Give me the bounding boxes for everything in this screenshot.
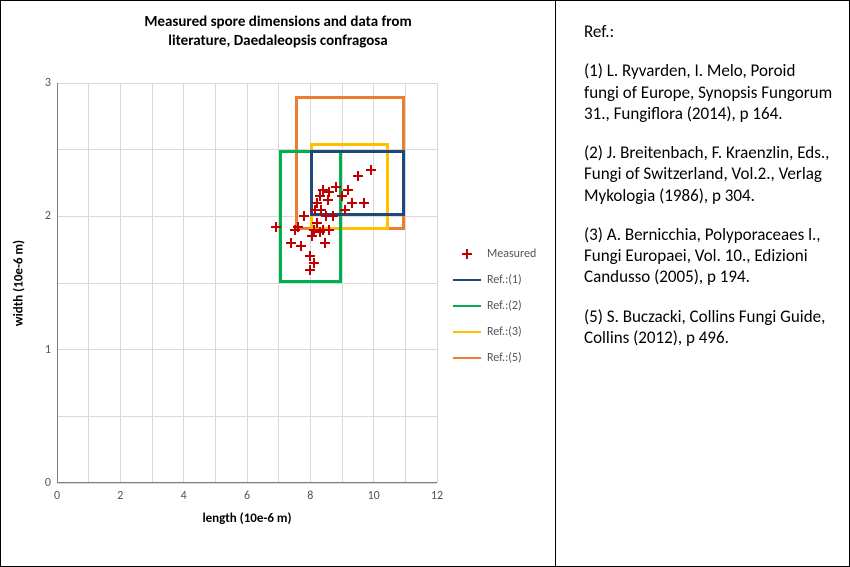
x-tick-label: 8 xyxy=(307,489,313,503)
measured-point xyxy=(286,238,296,248)
x-tick-label: 0 xyxy=(54,489,60,503)
legend-swatch xyxy=(453,331,481,333)
legend-label: Ref.:(5) xyxy=(487,351,522,365)
legend-swatch xyxy=(453,357,481,359)
y-tick-label: 3 xyxy=(35,76,51,90)
measured-point xyxy=(359,198,369,208)
legend-line-swatch xyxy=(453,279,481,281)
plot-region xyxy=(57,83,437,483)
legend-item: Ref.:(1) xyxy=(453,267,536,293)
chart-title-line2: literature, Daedaleopsis confragosa xyxy=(168,32,387,50)
legend-label: Ref.:(2) xyxy=(487,299,522,313)
reference-item: (3) A. Bernicchia, Polyporaceaes l., Fun… xyxy=(584,224,833,288)
y-axis-label: width (10e-6 m) xyxy=(12,240,27,326)
legend-line-swatch xyxy=(453,331,481,333)
y-tick-label: 2 xyxy=(35,209,51,223)
gridline-horizontal xyxy=(57,283,437,284)
measured-point xyxy=(320,238,330,248)
x-tick-label: 6 xyxy=(244,489,250,503)
y-axis-line xyxy=(57,83,58,483)
legend-item: Ref.:(2) xyxy=(453,293,536,319)
legend-label: Ref.:(1) xyxy=(487,273,522,287)
legend-swatch xyxy=(453,305,481,307)
measured-point xyxy=(271,222,281,232)
legend-item: Ref.:(3) xyxy=(453,319,536,345)
legend-line-swatch xyxy=(453,357,481,359)
x-tick-label: 12 xyxy=(431,489,443,503)
gridline-horizontal xyxy=(57,416,437,417)
gridline-horizontal xyxy=(57,83,437,84)
measured-point xyxy=(328,211,338,221)
x-tick-label: 10 xyxy=(368,489,380,503)
legend-swatch xyxy=(453,249,481,259)
gridline-horizontal xyxy=(57,349,437,350)
x-tick-label: 2 xyxy=(117,489,123,503)
measured-point xyxy=(343,185,353,195)
legend-swatch xyxy=(453,279,481,281)
legend-line-swatch xyxy=(453,305,481,307)
x-axis-label: length (10e-6 m) xyxy=(202,511,291,526)
reference-item: (2) J. Breitenbach, F. Kraenzlin, Eds., … xyxy=(584,142,833,206)
measured-point xyxy=(353,171,363,181)
legend-item: Ref.:(5) xyxy=(453,345,536,371)
measured-point xyxy=(293,222,303,232)
reference-item: (1) L. Ryvarden, I. Melo, Poroid fungi o… xyxy=(584,60,833,124)
measured-point xyxy=(366,165,376,175)
chart-title: Measured spore dimensions and data from … xyxy=(1,13,555,51)
x-tick-label: 4 xyxy=(181,489,187,503)
y-tick-label: 1 xyxy=(35,343,51,357)
reference-item: (5) S. Buczacki, Collins Fungi Guide, Co… xyxy=(584,306,833,349)
x-axis-line xyxy=(57,482,437,483)
measured-point xyxy=(324,225,334,235)
measured-point xyxy=(296,241,306,251)
chart-title-line1: Measured spore dimensions and data from xyxy=(144,13,411,31)
references-header: Ref.: xyxy=(584,21,833,42)
measured-point xyxy=(299,211,309,221)
chart-area: Measured spore dimensions and data from … xyxy=(1,1,556,566)
measured-point xyxy=(347,198,357,208)
references-panel: Ref.: (1) L. Ryvarden, I. Melo, Poroid f… xyxy=(556,1,849,566)
plus-icon xyxy=(462,249,472,259)
legend: Measured Ref.:(1) Ref.:(2) Ref.:(3) Ref.:(5) xyxy=(453,241,536,371)
measured-point xyxy=(309,258,319,268)
y-tick-label: 0 xyxy=(35,476,51,490)
legend-label: Measured xyxy=(487,247,536,261)
figure-container: Measured spore dimensions and data from … xyxy=(0,0,850,567)
legend-item: Measured xyxy=(453,241,536,267)
legend-label: Ref.:(3) xyxy=(487,325,522,339)
